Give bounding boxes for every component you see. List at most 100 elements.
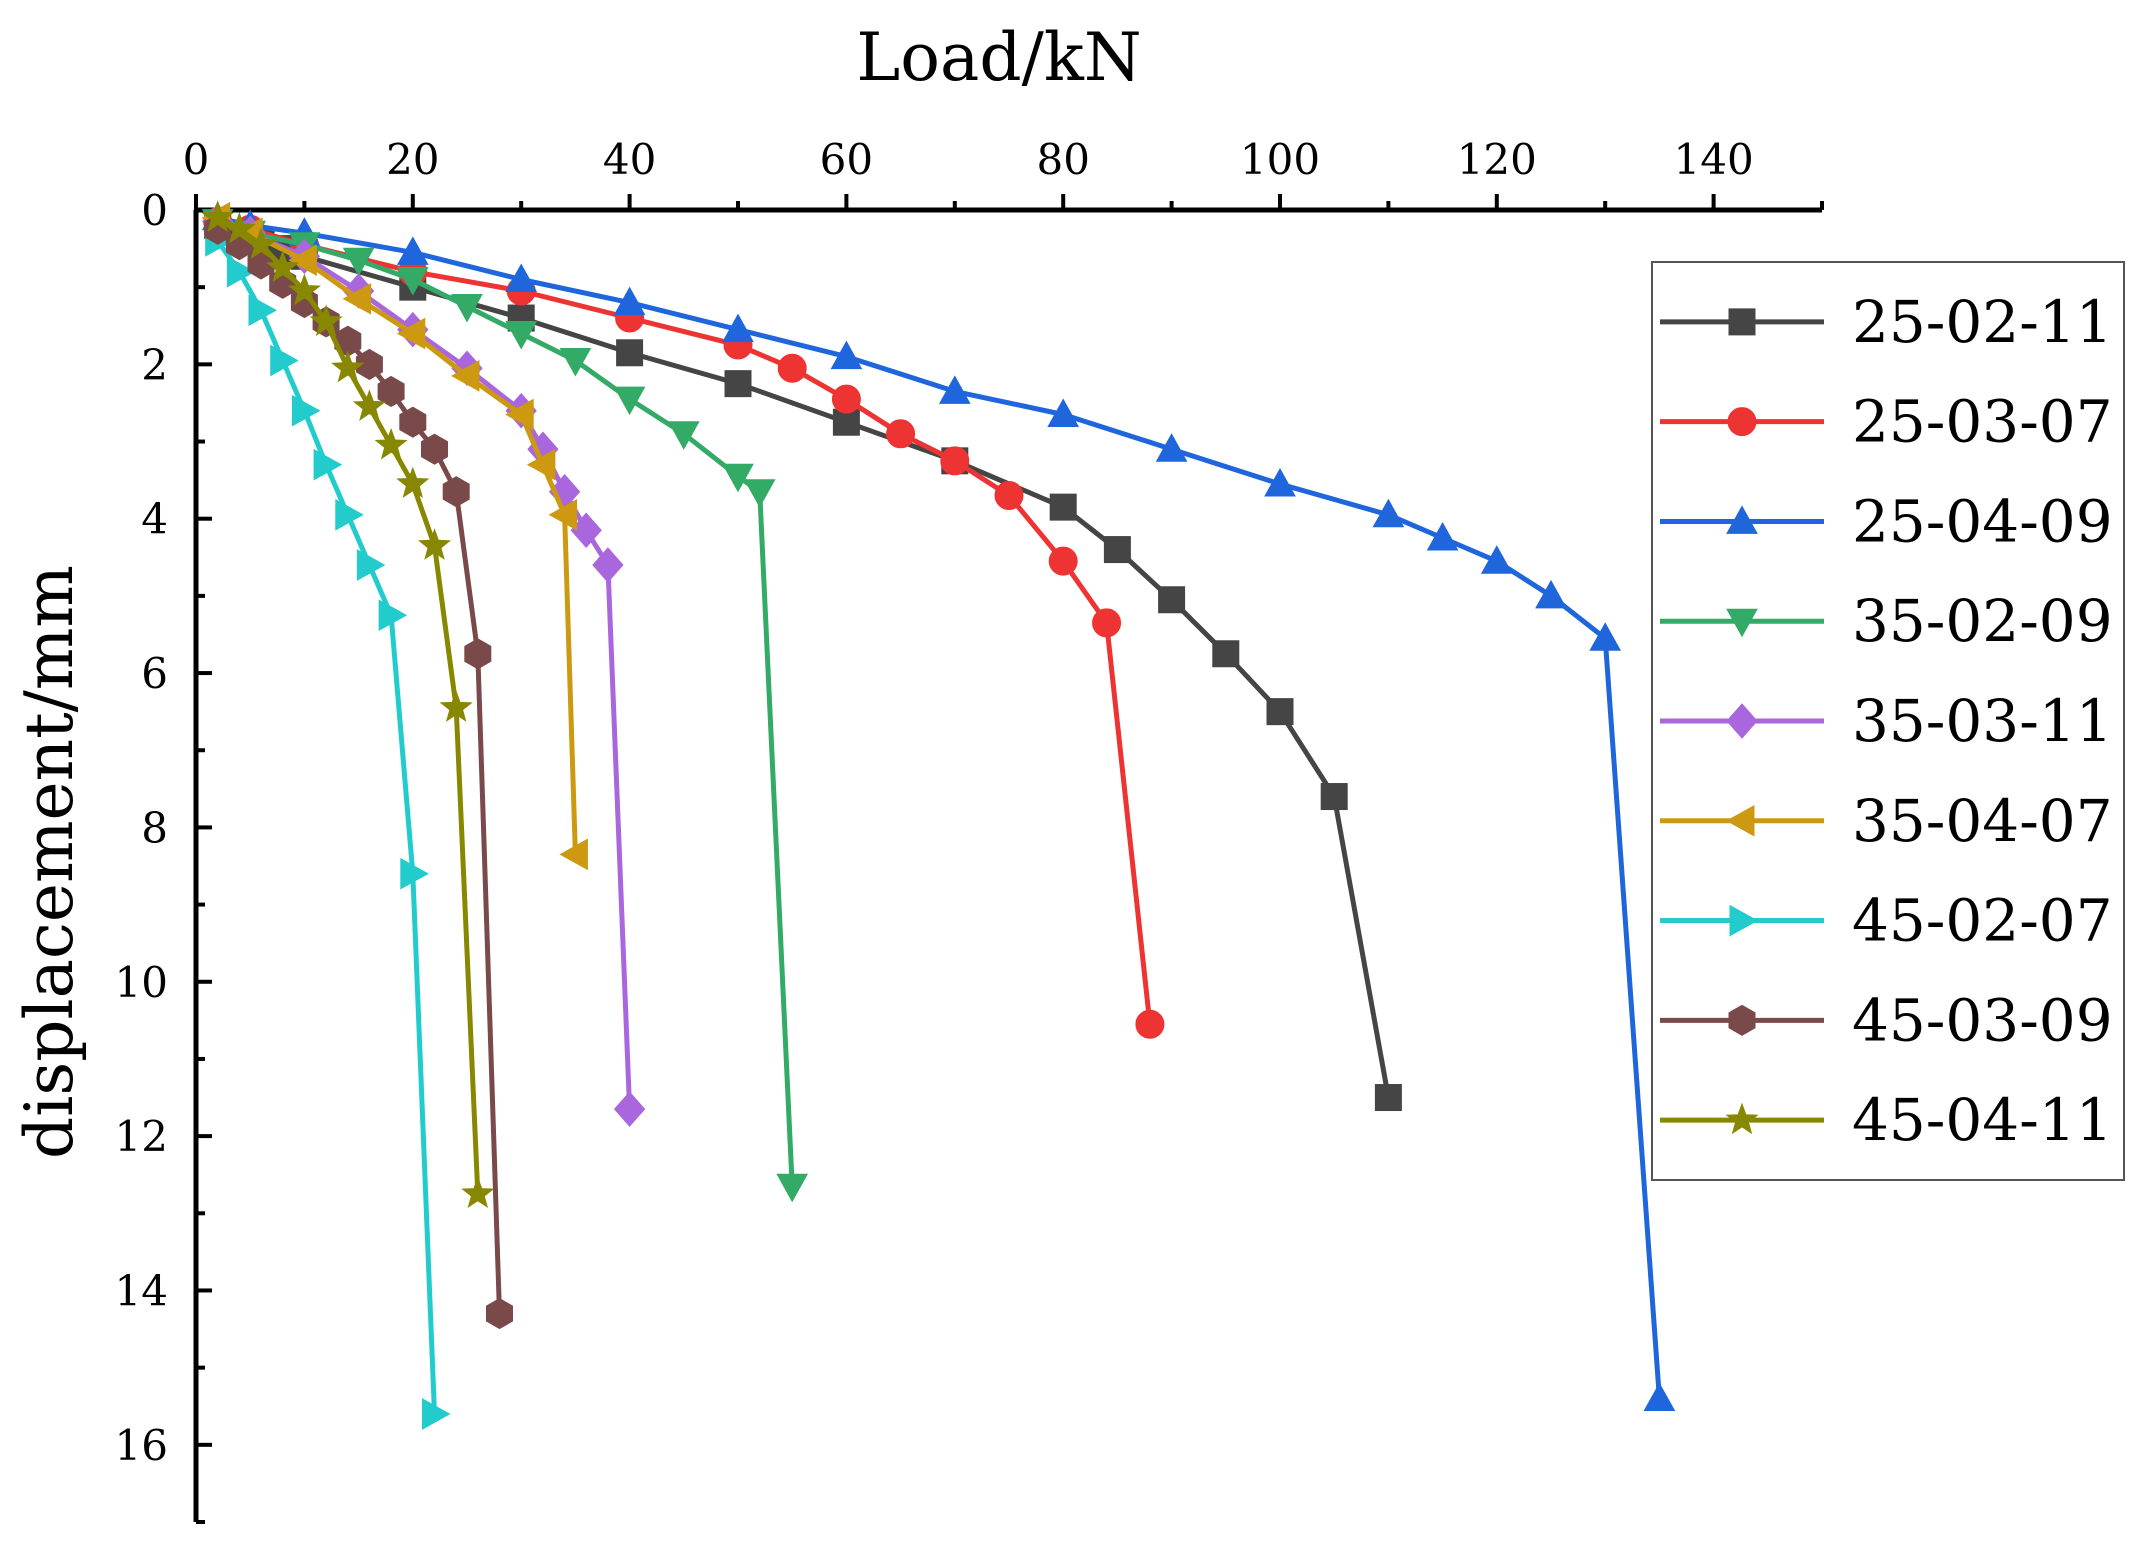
data-point	[777, 353, 807, 383]
data-point	[450, 360, 480, 392]
legend-label: 35-03-11	[1852, 687, 2113, 755]
data-point	[342, 247, 375, 277]
data-point	[613, 286, 646, 316]
data-point	[940, 446, 970, 476]
data-point	[1266, 698, 1294, 726]
data-point	[559, 838, 588, 871]
data-point	[355, 348, 383, 380]
data-point	[776, 1173, 809, 1203]
data-point	[830, 340, 863, 370]
data-point	[722, 313, 754, 343]
legend-label: 45-02-07	[1852, 887, 2113, 955]
data-point	[442, 476, 470, 508]
data-point	[226, 255, 256, 288]
x-tick-label: 80	[1036, 135, 1089, 184]
legend-item: 25-04-09	[1660, 487, 2113, 555]
legend-marker	[1726, 505, 1758, 534]
data-point	[421, 433, 448, 465]
data-point	[335, 498, 364, 531]
data-point	[613, 1091, 646, 1127]
data-point	[374, 427, 408, 460]
legend-marker	[1729, 904, 1759, 937]
data-point	[331, 350, 365, 383]
data-point	[1535, 579, 1567, 609]
data-point	[400, 857, 429, 890]
y-tick-label: 6	[141, 649, 168, 698]
data-point	[396, 267, 429, 296]
data-point	[396, 466, 430, 499]
data-point	[352, 389, 387, 421]
data-point	[399, 406, 427, 438]
legend-marker	[1728, 1004, 1756, 1036]
x-tick-label: 120	[1457, 135, 1537, 184]
y-tick-label: 2	[141, 340, 168, 389]
legend-item: 25-03-07	[1660, 388, 2113, 456]
data-point	[396, 236, 429, 265]
data-point	[1480, 545, 1513, 574]
data-point	[396, 317, 426, 350]
data-point	[1426, 521, 1459, 551]
data-point	[1374, 1084, 1402, 1112]
data-point	[417, 528, 452, 560]
data-point	[505, 321, 538, 350]
data-point	[270, 344, 299, 377]
legend-label: 45-04-11	[1852, 1086, 2113, 1154]
data-point	[461, 1176, 495, 1209]
data-point	[1092, 608, 1122, 638]
legend-label: 25-03-07	[1852, 388, 2113, 456]
data-point	[613, 386, 646, 416]
data-point	[1047, 398, 1080, 427]
data-point	[377, 375, 405, 407]
data-point	[1103, 536, 1131, 564]
data-point	[1643, 1382, 1676, 1411]
x-tick-label: 0	[183, 135, 210, 184]
legend-label: 25-04-09	[1852, 487, 2113, 555]
x-tick-label: 60	[820, 135, 873, 184]
data-point	[288, 244, 317, 277]
data-point	[1048, 546, 1078, 576]
x-tick-label: 40	[603, 135, 656, 184]
y-tick-label: 14	[115, 1266, 168, 1315]
data-point	[309, 304, 343, 337]
y-tick-label: 10	[115, 958, 168, 1007]
legend-marker	[1726, 608, 1758, 638]
data-point	[616, 339, 644, 367]
data-point	[287, 273, 321, 306]
data-point	[1135, 1009, 1165, 1039]
data-point	[743, 479, 776, 508]
legend-label: 35-02-09	[1852, 587, 2113, 655]
y-tick-label: 8	[141, 803, 168, 852]
legend-label: 45-03-09	[1852, 986, 2113, 1054]
legend: 25-02-11 25-03-07 25-04-09 35-02-09 35-03-11…	[1651, 261, 2125, 1181]
data-point	[667, 421, 700, 450]
x-ticks: 0 20 40 60 80 100 120 140	[183, 135, 1824, 210]
data-point	[592, 547, 624, 583]
data-point	[451, 294, 483, 323]
data-point	[938, 375, 971, 404]
data-point	[1264, 467, 1296, 497]
data-point	[1372, 498, 1405, 528]
x-tick-label: 20	[386, 135, 439, 184]
y-ticks: 0 2 4 6 8 10 12 14 16	[115, 186, 212, 1524]
y-tick-label: 16	[115, 1421, 168, 1470]
data-point	[831, 384, 861, 414]
legend-marker	[1726, 703, 1758, 739]
data-point	[222, 211, 256, 244]
legend-item: 45-02-07	[1660, 887, 2113, 955]
y-tick-label: 12	[115, 1112, 168, 1161]
data-point	[505, 263, 538, 292]
data-point	[1212, 640, 1240, 668]
data-point	[313, 448, 343, 481]
data-point	[464, 638, 492, 670]
data-point	[486, 1298, 513, 1330]
data-point	[1320, 783, 1348, 811]
plot-series	[201, 200, 1676, 1430]
data-point	[439, 690, 473, 722]
series-line	[216, 215, 578, 855]
data-point	[724, 370, 752, 398]
legend-marker	[1725, 804, 1755, 837]
series-45-02-07	[205, 225, 451, 1430]
y-axis-title: displacement/mm	[11, 565, 88, 1159]
legend-marker	[1725, 1102, 1759, 1135]
